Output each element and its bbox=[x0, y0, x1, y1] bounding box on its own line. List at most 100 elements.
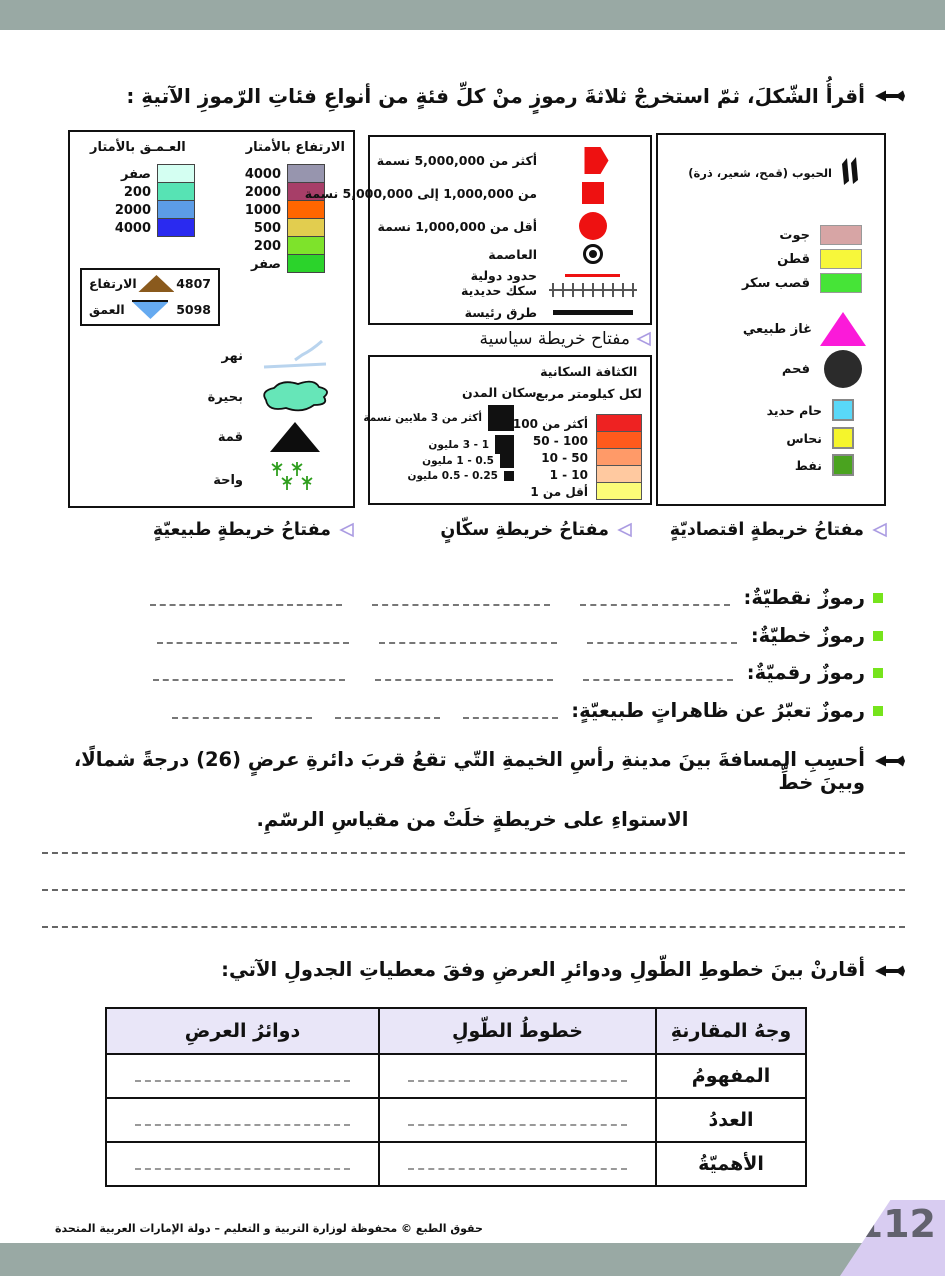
river-row: نهر bbox=[221, 338, 335, 374]
line-symbols-item: رموزٌ خطيّةٌ: bbox=[156, 624, 883, 647]
density-row: أكثر من 100 bbox=[513, 414, 642, 432]
table-row: الأهميّةُ bbox=[105, 1141, 807, 1187]
elevation-band bbox=[287, 218, 325, 237]
answer-blank bbox=[374, 665, 553, 681]
grains-row: الحبوب (قمح، شعير، ذرة) bbox=[688, 157, 860, 189]
elevation-tick: 200 bbox=[253, 238, 281, 254]
hexagon-icon bbox=[545, 147, 640, 174]
lake-row: بحيرة bbox=[208, 376, 335, 418]
city-1to5m-row: من 1,000,000 إلى 5,000,000 نسمة bbox=[305, 182, 640, 204]
row-label-concept: المفهومُ bbox=[655, 1053, 807, 1099]
jute-swatch bbox=[820, 225, 862, 245]
density-swatch bbox=[596, 448, 642, 466]
point-symbols-item: رموزٌ نقطيّةٌ: bbox=[149, 586, 883, 609]
compare-question: أقارنْ بينَ خطوطِ الطّولِ ودوائرِ العرضِ… bbox=[221, 958, 905, 981]
comparison-table: وجهُ المقارنةِ خطوطُ الطّولِ دوائرُ العر… bbox=[105, 1007, 807, 1187]
depth-triangle-icon bbox=[132, 300, 169, 319]
lake-icon bbox=[255, 376, 335, 418]
elevation-scale: 4000 2000 1000 500 200 صفر bbox=[231, 164, 325, 273]
elevation-tick: 1000 bbox=[244, 202, 281, 218]
answer-blank bbox=[582, 665, 733, 681]
natural-gas-row: غاز طبيعي bbox=[743, 312, 866, 346]
numeric-symbols-label: رموزٌ رقميّةٌ: bbox=[746, 661, 865, 684]
city-population-header: سكان المدن bbox=[462, 385, 537, 400]
page-title: أقرأُ الشّكلَ، ثمّ استخرجْ ثلاثةَ رموزٍ … bbox=[126, 84, 865, 108]
city-pop-row: 0.25 - 0.5 مليون bbox=[408, 470, 514, 482]
oasis-row: واحة bbox=[213, 460, 335, 500]
table-blank-cell bbox=[105, 1141, 380, 1187]
natural-phenomena-label: رموزٌ تعبّرُ عن ظاهراتٍ طبيعيّةٍ: bbox=[571, 699, 865, 722]
circle-icon bbox=[545, 212, 640, 240]
answer-line bbox=[42, 926, 905, 928]
coal-circle-icon bbox=[824, 350, 862, 388]
city-over5m-row: أكثر من 5,000,000 نسمة bbox=[377, 147, 640, 174]
answer-blank bbox=[156, 628, 349, 644]
page-number-badge: 112 bbox=[840, 1200, 945, 1276]
caption-triangle-icon bbox=[339, 522, 355, 538]
table-blank-cell bbox=[105, 1053, 380, 1099]
political-key-caption: مفتاح خريطة سياسية bbox=[368, 329, 652, 349]
natural-phenomena-symbols-item: رموزٌ تعبّرُ عن ظاهراتٍ طبيعيّةٍ: bbox=[172, 699, 883, 722]
main-roads-label: طرق رئيسة bbox=[464, 305, 537, 320]
depth-band bbox=[157, 164, 195, 183]
elevation-header: الارتفاع بالأمتار bbox=[245, 140, 345, 155]
answer-line bbox=[42, 852, 905, 854]
answer-blank bbox=[378, 628, 557, 644]
city-pop-row: 1 - 3 مليون bbox=[428, 435, 514, 454]
distance-question-line2: الاستواءِ على خريطةٍ خلَتْ من مقياسِ الر… bbox=[256, 808, 689, 831]
railway-icon bbox=[545, 281, 640, 299]
river-label: نهر bbox=[221, 348, 243, 364]
depth-marker-row: العمق 5098 bbox=[89, 300, 211, 319]
depth-band bbox=[157, 182, 195, 201]
density-title-line2: لكل كيلومتر مربع bbox=[535, 386, 642, 401]
depth-scale: صفر 200 2000 4000 bbox=[101, 164, 195, 237]
copyright-text: حقوق الطبع © محفوظة لوزارة التربية و الت… bbox=[55, 1222, 483, 1235]
distance-question-line1: أحسِبِ المسافةَ بينَ مدينةِ رأسِ الخيمةِ… bbox=[73, 748, 865, 794]
city-under1m-label: أقل من 1,000,000 نسمة bbox=[377, 218, 537, 234]
table-blank-cell bbox=[378, 1053, 657, 1099]
green-bullet-icon bbox=[873, 592, 883, 603]
natural-key-caption: مفتاحُ خريطةٍ طبيعيّةٍ bbox=[153, 520, 355, 540]
copper-swatch bbox=[832, 427, 854, 449]
answer-blank bbox=[586, 628, 737, 644]
city-pop-row: 0.5 - 1 مليون bbox=[422, 454, 514, 468]
numeric-symbols-item: رموزٌ رقميّةٌ: bbox=[152, 661, 883, 684]
elevation-tick: 4000 bbox=[244, 166, 281, 182]
line-symbols-label: رموزٌ خطيّةٌ: bbox=[750, 624, 865, 647]
oil-swatch bbox=[832, 454, 854, 476]
main-roads-row: طرق رئيسة bbox=[465, 305, 640, 320]
green-bullet-icon bbox=[873, 630, 883, 641]
density-swatch bbox=[596, 431, 642, 449]
answer-blank bbox=[579, 590, 730, 606]
city-pop-row: أكثر من 3 ملايين نسمة bbox=[363, 405, 514, 431]
grains-label: الحبوب (قمح، شعير، ذرة) bbox=[688, 166, 832, 180]
caption-triangle-icon bbox=[872, 522, 888, 538]
oasis-palms-icon bbox=[255, 460, 335, 500]
depth-marker-label: العمق bbox=[89, 302, 125, 317]
caption-triangle-icon bbox=[617, 522, 633, 538]
peak-row: قمة bbox=[218, 422, 335, 452]
answer-blank bbox=[152, 665, 345, 681]
oasis-label: واحة bbox=[213, 472, 243, 488]
compare-question-text: أقارنْ بينَ خطوطِ الطّولِ ودوائرِ العرضِ… bbox=[221, 958, 865, 981]
depth-tick: 200 bbox=[123, 184, 151, 200]
city-pop-swatch bbox=[504, 471, 514, 481]
population-key-panel: الكثافة السكانية لكل كيلومتر مربع أكثر م… bbox=[363, 355, 652, 505]
borders-label: حدود دولية bbox=[470, 268, 537, 283]
density-title-line1: الكثافة السكانية bbox=[540, 364, 638, 379]
section-arrow-icon bbox=[875, 964, 905, 978]
city-under1m-row: أقل من 1,000,000 نسمة bbox=[378, 212, 640, 240]
table-header-row: وجهُ المقارنةِ خطوطُ الطّولِ دوائرُ العر… bbox=[105, 1007, 807, 1055]
square-icon bbox=[545, 182, 640, 204]
section-arrow-icon bbox=[875, 754, 905, 768]
caption-triangle-icon bbox=[636, 331, 652, 347]
depth-marker-value: 5098 bbox=[176, 302, 211, 317]
elevation-triangle-icon bbox=[138, 275, 175, 292]
peak-icon bbox=[255, 422, 335, 452]
page-number: 112 bbox=[856, 1202, 936, 1246]
density-swatch bbox=[596, 465, 642, 483]
railway-row: سكك حديدية bbox=[461, 281, 640, 299]
natural-gas-triangle-icon bbox=[820, 312, 866, 346]
city-pop-swatch bbox=[500, 454, 514, 468]
